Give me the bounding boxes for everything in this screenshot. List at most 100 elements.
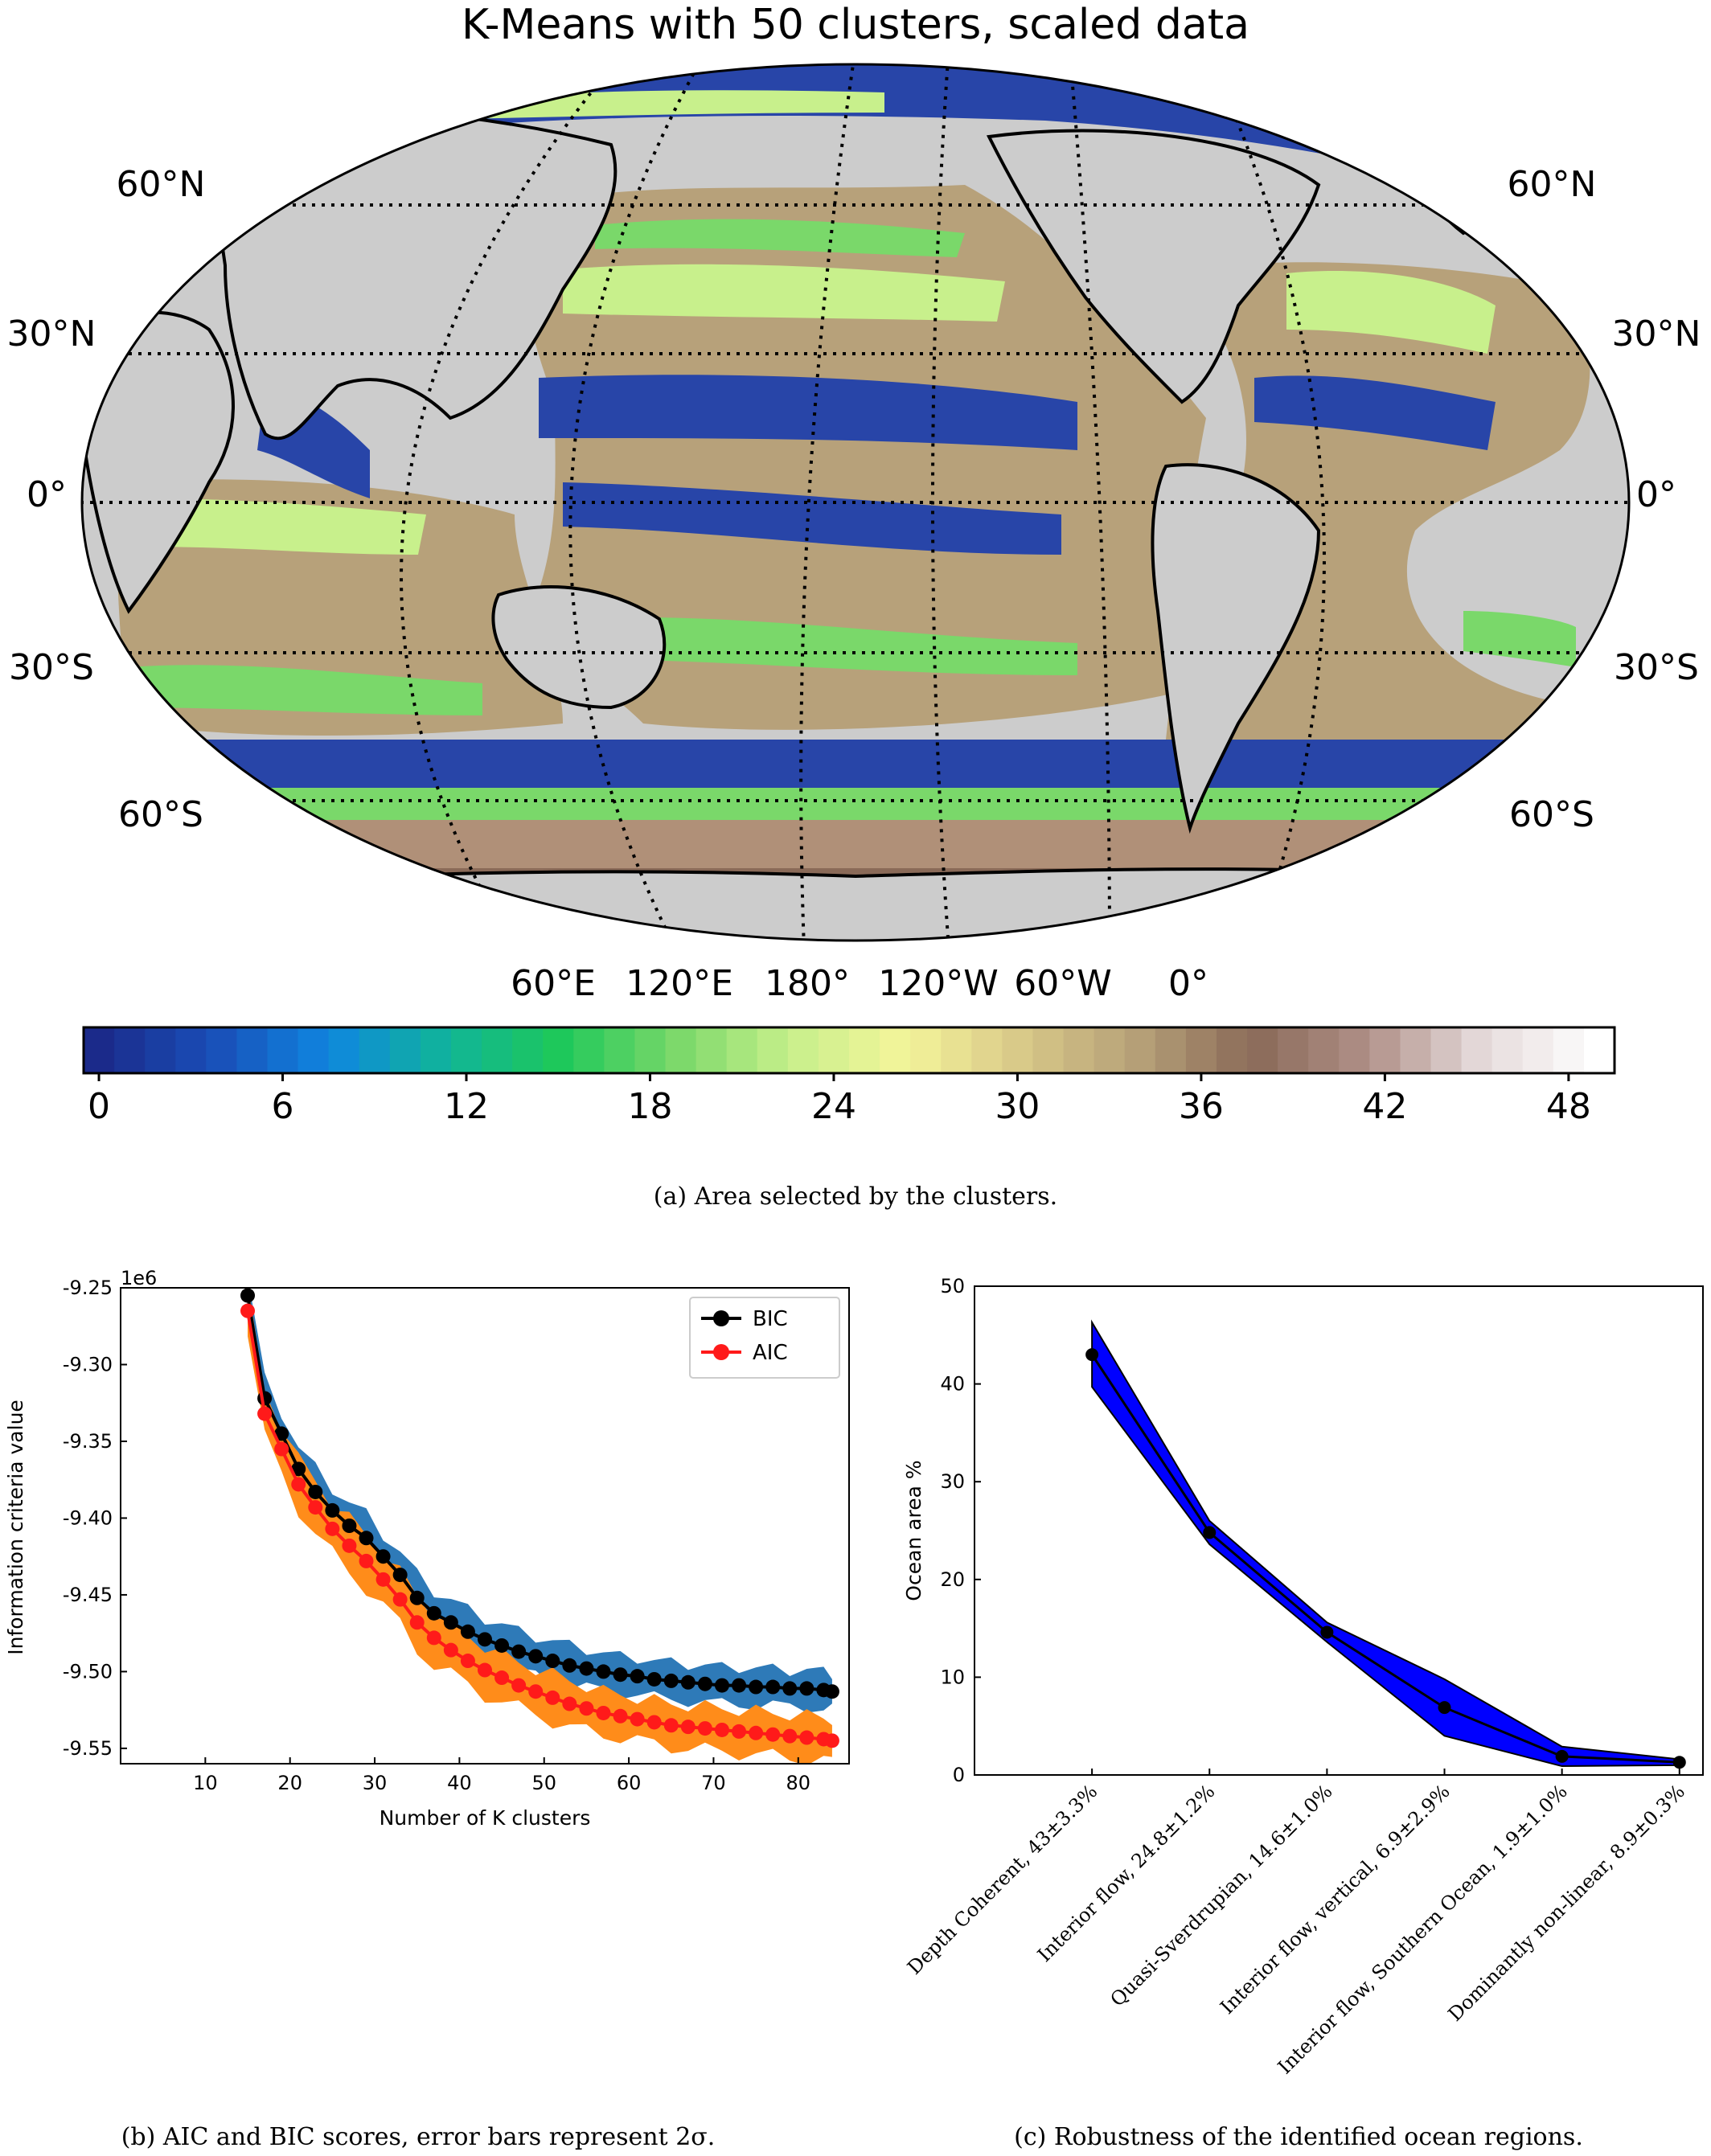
colorbar-cell (1369, 1027, 1401, 1073)
panel-b-xlabel: Number of K clusters (380, 1806, 591, 1830)
caption-c: (c) Robustness of the identified ocean r… (1014, 2123, 1583, 2151)
colorbar-cell (1308, 1027, 1340, 1073)
data-point-aic (511, 1678, 527, 1693)
data-point-bic (460, 1624, 475, 1639)
x-tick-label: 70 (701, 1772, 726, 1794)
x-tick-label: 40 (447, 1772, 472, 1794)
data-point-aic (630, 1711, 645, 1727)
data-point-bic (545, 1654, 560, 1669)
data-point-bic (613, 1667, 628, 1683)
data-point-aic (359, 1553, 374, 1568)
colorbar-cell (971, 1027, 1003, 1073)
colorbar-cell (1002, 1027, 1033, 1073)
lon-label-60e: 60°E (511, 963, 596, 1004)
data-point-bic (240, 1288, 256, 1303)
colorbar-cell (1522, 1027, 1554, 1073)
y-tick-label: -9.25 (63, 1277, 113, 1299)
colorbar-cell (818, 1027, 850, 1073)
colorbar-cell (145, 1027, 176, 1073)
colorbar-cell (175, 1027, 207, 1073)
data-point-bic (511, 1644, 527, 1659)
lat-label-60n-left: 60°N (117, 164, 206, 205)
y-tick-label: -9.55 (63, 1737, 113, 1760)
panel-b-axes-frame (120, 1287, 850, 1765)
colorbar-cell (267, 1027, 299, 1073)
robustness-point (1320, 1625, 1334, 1639)
y-tick-label: 40 (940, 1373, 965, 1396)
data-point-bic (528, 1649, 544, 1664)
lon-label-120e: 120°E (626, 963, 733, 1004)
y-tick-label: 0 (953, 1764, 965, 1786)
panel-b-chart: 1e6 10 20 30 40 50 60 70 80 -9.25 -9.30 -9.35 -9.4… (4, 1267, 850, 1830)
y-tick-label: 30 (940, 1470, 965, 1493)
lat-label-30n-right: 30°N (1612, 314, 1701, 355)
colorbar-cell (1247, 1027, 1278, 1073)
colorbar-tick-label: 18 (627, 1086, 672, 1127)
robustness-point (1438, 1701, 1451, 1715)
colorbar-cell (726, 1027, 758, 1073)
panel-c-error-band (1091, 1319, 1680, 1768)
panel-b-legend: BIC AIC (689, 1297, 840, 1379)
y-tick-label: 10 (940, 1666, 965, 1688)
colorbar-tick-label: 36 (1179, 1086, 1224, 1127)
colorbar-cell (604, 1027, 635, 1073)
colorbar-cell (1491, 1027, 1524, 1073)
lon-label-120w: 120°W (878, 963, 999, 1004)
colorbar-frame (82, 1026, 1616, 1075)
data-point-bic (443, 1615, 458, 1630)
colorbar-cell (236, 1027, 268, 1073)
panel-b-ylabel: Information criteria value (4, 1400, 27, 1655)
y-tick-label: 50 (940, 1275, 965, 1297)
panel-c-ylabel: Ocean area % (902, 1460, 925, 1601)
data-point-aic (765, 1727, 781, 1742)
data-point-aic (460, 1654, 475, 1669)
data-point-bic (375, 1549, 391, 1564)
data-point-aic (749, 1725, 764, 1740)
colorbar-cell (359, 1027, 391, 1073)
x-tick-label: 10 (193, 1772, 218, 1794)
colorbar-cell (1216, 1027, 1248, 1073)
data-point-aic (392, 1592, 408, 1607)
colorbar-cell (1583, 1027, 1615, 1073)
legend-aic-marker (713, 1344, 729, 1360)
y-tick-label: 20 (940, 1568, 965, 1591)
data-point-aic (579, 1701, 594, 1716)
data-point-bic (765, 1679, 781, 1695)
colorbar-tick-label: 30 (995, 1086, 1040, 1127)
data-point-bic (782, 1681, 798, 1696)
colorbar-cell (328, 1027, 360, 1073)
colorbar-tick-label: 12 (444, 1086, 489, 1127)
data-point-bic (799, 1681, 814, 1696)
lat-label-60n-right: 60°N (1508, 164, 1597, 205)
robustness-line (1090, 1354, 1680, 1764)
data-point-bic (596, 1664, 611, 1679)
colorbar-cell (450, 1027, 482, 1073)
colorbar-cell (297, 1027, 330, 1073)
robustness-point (1672, 1756, 1686, 1769)
colorbar-tick-label: 6 (272, 1086, 294, 1127)
data-point-bic (426, 1605, 441, 1621)
data-point-aic (680, 1719, 695, 1735)
panel-b-yticks: -9.25 -9.30 -9.35 -9.40 -9.45 -9.50 -9.55 (63, 1277, 127, 1760)
colorbar-cell (787, 1027, 819, 1073)
data-point-aic (325, 1521, 340, 1536)
lat-label-30n-left: 30°N (7, 314, 96, 355)
colorbar-cell (1400, 1027, 1432, 1073)
lat-label-eq-right: 0° (1636, 474, 1676, 515)
colorbar-cell (695, 1027, 728, 1073)
colorbar-cell (84, 1027, 115, 1073)
error-band-bic (248, 1288, 832, 1713)
graticule (82, 64, 1629, 941)
colorbar-tick-label: 48 (1546, 1086, 1591, 1127)
data-point-aic (291, 1477, 306, 1492)
robustness-point (1085, 1348, 1099, 1362)
colorbar-cell (1155, 1027, 1187, 1073)
colorbar-cell (880, 1027, 911, 1073)
colorbar-cell (543, 1027, 574, 1073)
data-point-aic (646, 1715, 662, 1730)
y-tick-label: -9.40 (63, 1506, 113, 1529)
colorbar-cell (1553, 1027, 1585, 1073)
colorbar-cell (114, 1027, 146, 1073)
